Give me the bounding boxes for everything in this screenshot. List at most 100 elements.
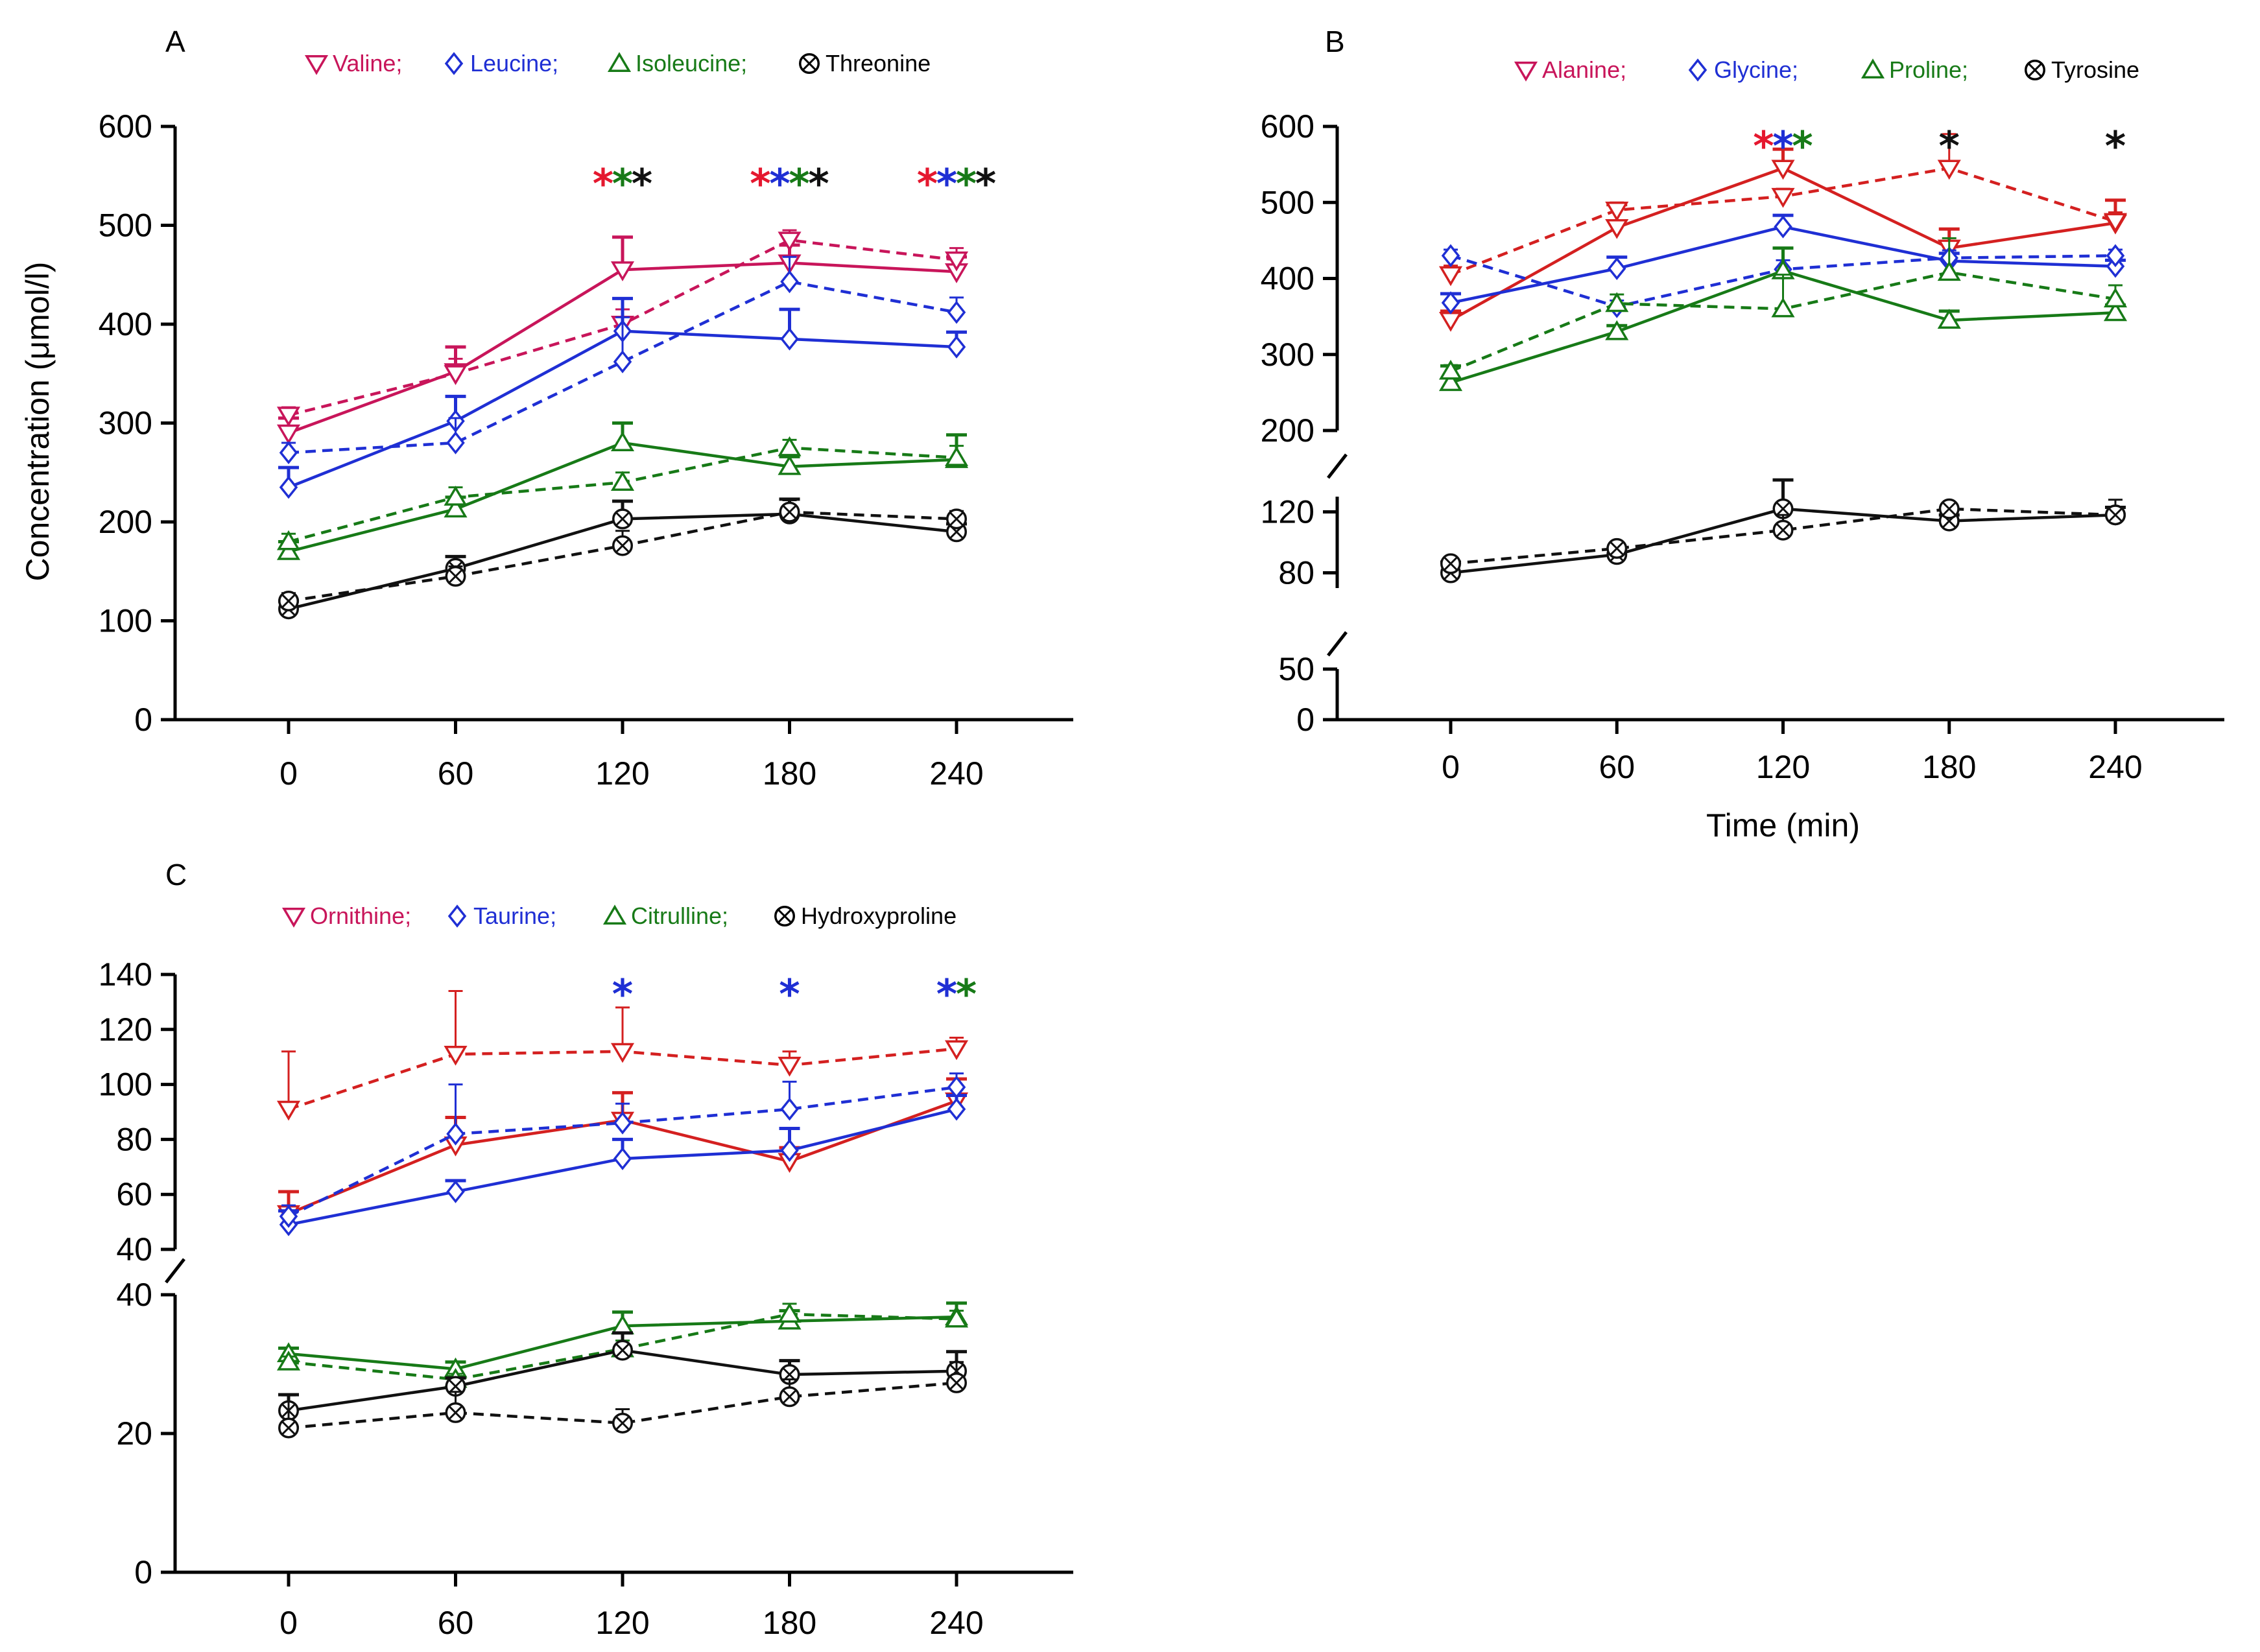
panel-b-series-1-point-3 <box>1937 159 1961 180</box>
panel-c-series-5-point-0 <box>276 1351 301 1371</box>
panel-b-series-5-point-0 <box>1438 359 1463 380</box>
panel-b-legend: Alanine; Glycine; Proline; Tyrosine <box>1514 56 2139 83</box>
panel-a-y-tick-label-0-4: 400 <box>99 306 152 342</box>
panel-b-y-tick-label-0-1: 50 <box>1278 651 1314 687</box>
panel-a-series-5-point-1 <box>444 486 468 506</box>
panel-b: B Alanine; Glycine; Proline; Tyrosine 0 60 120 1… <box>1261 25 2224 844</box>
panel-c-legend-marker-2 <box>602 904 627 925</box>
panel-c-series-5-point-4 <box>944 1307 969 1328</box>
panel-a: A Valine; Leucine; Isoleucine; Threonine 0 60 1… <box>19 25 1073 792</box>
panel-b-significance-0-star-1: * <box>1772 123 1793 170</box>
panel-a-significance-2-star-1: * <box>936 160 957 207</box>
panel-a-significance-2-star-2: * <box>956 160 977 207</box>
panel-c-x-tick-label-4: 240 <box>929 1605 983 1641</box>
panel-b-series-4-point-1 <box>1605 320 1629 340</box>
panel-a-series-7-point-1 <box>445 565 466 587</box>
panel-b-series-2-point-0 <box>1441 291 1460 314</box>
panel-c-series-7-point-2 <box>612 1412 633 1434</box>
panel-b-x-tick-label-3: 180 <box>1922 749 1976 785</box>
panel-b-legend-marker-0 <box>1514 62 1538 82</box>
panel-a-series-3-point-0 <box>279 441 298 465</box>
panel-c-series-3-point-4 <box>947 1076 966 1099</box>
panel-a-significance-2-star-3: * <box>975 160 996 207</box>
panel-b-x-tick-label-4: 240 <box>2088 749 2142 785</box>
panel-c-label: C <box>165 858 187 891</box>
panel-b-x-tick-label-0: 0 <box>1442 749 1460 785</box>
panel-a-series-4-point-0 <box>276 540 301 560</box>
panel-b-y-tick-label-1-0: 80 <box>1278 555 1314 591</box>
panel-c-axis-break-0 <box>165 1258 185 1284</box>
panel-a-legend-label-1: Leucine; <box>470 50 558 77</box>
panel-a-series-4-point-2 <box>610 431 635 451</box>
panel-c-series-3 <box>279 1072 966 1228</box>
panel-b-significance-0-star-2: * <box>1792 123 1813 170</box>
panel-c-x-tick-label-3: 180 <box>763 1605 816 1641</box>
panel-b-series-3-point-0 <box>1441 244 1460 268</box>
panel-c-series-1 <box>276 989 969 1121</box>
panel-b-series-7-point-0 <box>1440 553 1461 574</box>
panel-a-x-tick-label-2: 120 <box>595 755 649 792</box>
panel-b-significance-2-star-0: * <box>2105 123 2126 170</box>
panel-b-significance-1-star-0: * <box>1939 123 1960 170</box>
panel-a-legend-marker-3 <box>799 53 820 74</box>
panel-b-y-tick-label-2-1: 300 <box>1261 336 1314 373</box>
panel-b-y-tick-label-2-4: 600 <box>1261 108 1314 145</box>
panel-b-series-4-point-0 <box>1438 371 1463 392</box>
panel-a-series-3-line <box>288 280 957 454</box>
panel-c-x-tick-label-1: 60 <box>438 1605 474 1641</box>
panel-a-series-3-point-1 <box>446 431 465 454</box>
panel-b-y-tick-label-0-0: 0 <box>1296 702 1314 738</box>
panel-a-significance-2-star-0: * <box>917 160 938 207</box>
panel-a-significance-0-star-1: * <box>612 160 633 207</box>
panel-c-series-5-point-3 <box>778 1303 802 1323</box>
panel-b-series-3-point-4 <box>2106 244 2125 268</box>
panel-c-series-7-point-0-cross-b <box>281 1421 296 1435</box>
panel-a-significance-1-star-2: * <box>789 160 809 207</box>
panel-a-label: A <box>165 25 185 58</box>
panel-a-y-tick-label-0-3: 300 <box>99 405 152 442</box>
panel-b-legend-label-2: Proline; <box>1889 56 1968 83</box>
panel-a-series-4-point-3 <box>778 454 802 475</box>
panel-c-series-1-point-3 <box>778 1056 802 1077</box>
panel-a-series-2-point-0 <box>279 475 298 499</box>
panel-b-series-1-point-0 <box>1438 266 1463 287</box>
panel-b-legend-label-0: Alanine; <box>1542 56 1626 83</box>
panel-c-y-tick-label-1-1: 60 <box>116 1176 152 1212</box>
panel-a-series-7-point-4 <box>946 508 967 530</box>
panel-c-legend-marker-1 <box>447 904 467 928</box>
panel-a-series-1-point-3 <box>778 231 802 252</box>
panel-a-legend-marker-3-cross-b <box>802 56 816 71</box>
panel-a-series-0-point-2 <box>610 261 635 281</box>
panel-c-series-3-point-3 <box>780 1097 799 1121</box>
panel-b-series-5-point-1 <box>1605 292 1629 313</box>
panel-c-series-1-point-4 <box>944 1040 969 1061</box>
panel-a-series-7-point-1-cross-b <box>449 569 462 584</box>
panel-c-legend-label-2: Citrulline; <box>631 903 728 929</box>
panel-b-significance-0-star-0: * <box>1753 123 1774 170</box>
panel-c-series-7-point-3 <box>779 1386 800 1408</box>
panel-a-series-5-point-3 <box>778 436 802 456</box>
panel-c-significance-0-star-0: * <box>612 971 633 1018</box>
panel-c-legend-marker-3 <box>774 906 795 926</box>
panel-c-series-7-point-3-cross-b <box>783 1389 796 1404</box>
panel-a-y-axis-title: Concentration (μmol/l) <box>19 262 56 582</box>
panel-b-series-7-point-2-cross-b <box>1776 523 1790 537</box>
panel-c-series-6-point-1-cross-b <box>449 1379 462 1393</box>
panel-c-series-2-point-3 <box>780 1139 799 1162</box>
panel-a-series-7-point-2-cross-b <box>615 539 630 552</box>
panel-b-series-1 <box>1438 133 2128 287</box>
panel-c-series-3-line <box>288 1085 957 1218</box>
panel-a-significance-1-star-0: * <box>750 160 770 207</box>
panel-a-series-5-point-2 <box>610 471 635 491</box>
panel-b-x-tick-label-2: 120 <box>1756 749 1810 785</box>
panel-a-y-tick-label-0-0: 0 <box>134 702 152 738</box>
panel-b-series-7-point-4 <box>2105 504 2126 526</box>
panel-a-x-tick-label-0: 0 <box>280 755 298 792</box>
panel-b-y-tick-label-2-3: 500 <box>1261 184 1314 220</box>
panel-c-series-7-point-4 <box>946 1372 967 1393</box>
panel-c-series-7 <box>278 1361 967 1439</box>
panel-b-axis-break-0 <box>1327 631 1348 657</box>
panel-a-series-3 <box>279 255 966 465</box>
panel-c-series-7-point-4-cross-b <box>949 1376 964 1390</box>
